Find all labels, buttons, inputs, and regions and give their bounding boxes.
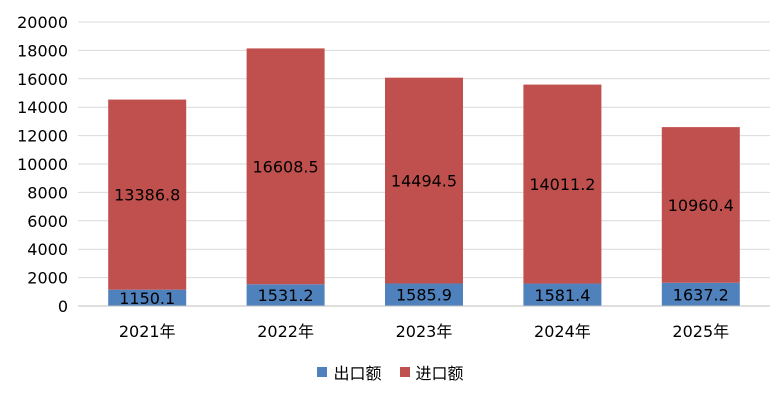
y-tick-label: 20000 (17, 13, 68, 32)
bar-import (108, 99, 187, 290)
legend-swatch-import (399, 367, 410, 377)
x-tick-label: 2021年 (119, 322, 176, 341)
bar-export (661, 282, 740, 306)
data-label-import: 10960.4 (668, 196, 734, 215)
y-tick-label: 14000 (17, 98, 68, 117)
legend-item-import: 进口额 (399, 360, 464, 384)
bar-export (385, 283, 463, 306)
x-tick-label: 2023年 (396, 322, 453, 341)
bar-export (523, 283, 602, 306)
legend-item-export: 出口额 (317, 360, 382, 384)
data-label-import: 16608.5 (253, 157, 319, 176)
x-tick-label: 2022年 (257, 322, 314, 341)
data-label-export: 1581.4 (534, 286, 590, 305)
data-label-import: 14011.2 (529, 175, 595, 194)
data-label-export: 1637.2 (673, 285, 729, 304)
data-label-export: 1531.2 (258, 286, 314, 305)
data-label-export: 1585.9 (396, 286, 452, 305)
legend-swatch-export (317, 367, 328, 377)
data-label-import: 13386.8 (114, 186, 180, 205)
legend: 出口额 进口额 (0, 360, 781, 384)
bar-import (246, 48, 325, 285)
bar-export (246, 284, 325, 306)
data-label-import: 14494.5 (391, 172, 457, 191)
bar-import (385, 77, 463, 284)
y-tick-label: 8000 (27, 183, 68, 202)
x-tick-label: 2025年 (672, 322, 729, 341)
y-tick-label: 10000 (17, 155, 68, 174)
stacked-bar-chart: 0 2000 4000 6000 8000 10000 12000 14000 16000 180… (17, 13, 770, 341)
bar-export (108, 289, 187, 306)
legend-label-export: 出口额 (333, 364, 382, 383)
y-tick-label: 2000 (27, 269, 68, 288)
y-tick-label: 16000 (17, 70, 68, 89)
x-tick-label: 2024年 (534, 322, 591, 341)
y-tick-label: 18000 (17, 41, 68, 60)
bar-import (523, 84, 602, 284)
legend-label-import: 进口额 (415, 364, 464, 383)
y-tick-label: 4000 (27, 240, 68, 259)
y-tick-label: 6000 (27, 212, 68, 231)
bar-import (661, 127, 740, 283)
y-tick-label: 12000 (17, 127, 68, 146)
data-label-export: 1150.1 (119, 289, 175, 308)
y-tick-label: 0 (58, 297, 68, 316)
